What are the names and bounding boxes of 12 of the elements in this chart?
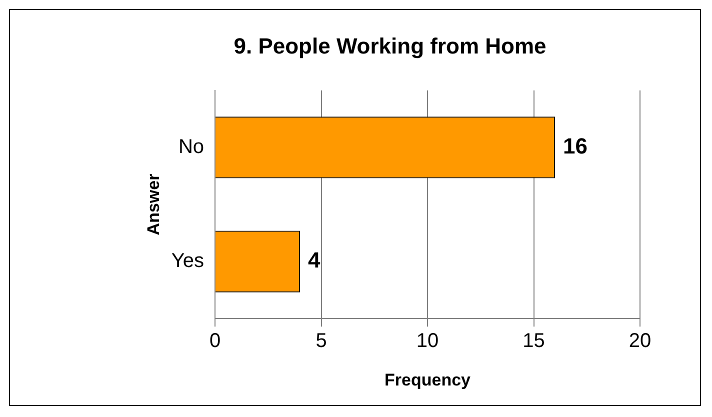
x-tick-label: 5 [316, 330, 327, 352]
y-axis-title: Answer [144, 173, 163, 236]
x-tick-label: 10 [416, 330, 439, 352]
x-tick-label: 0 [209, 330, 221, 352]
x-tick-label: 20 [628, 330, 652, 352]
y-tick-label: No [178, 136, 204, 158]
chart-title: 9. People Working from Home [234, 33, 546, 58]
data-label: 16 [563, 134, 588, 159]
x-tick-label: 15 [522, 330, 545, 352]
y-tick-label: Yes [171, 250, 204, 272]
data-label: 4 [308, 248, 322, 273]
x-axis-title: Frequency [384, 370, 472, 390]
